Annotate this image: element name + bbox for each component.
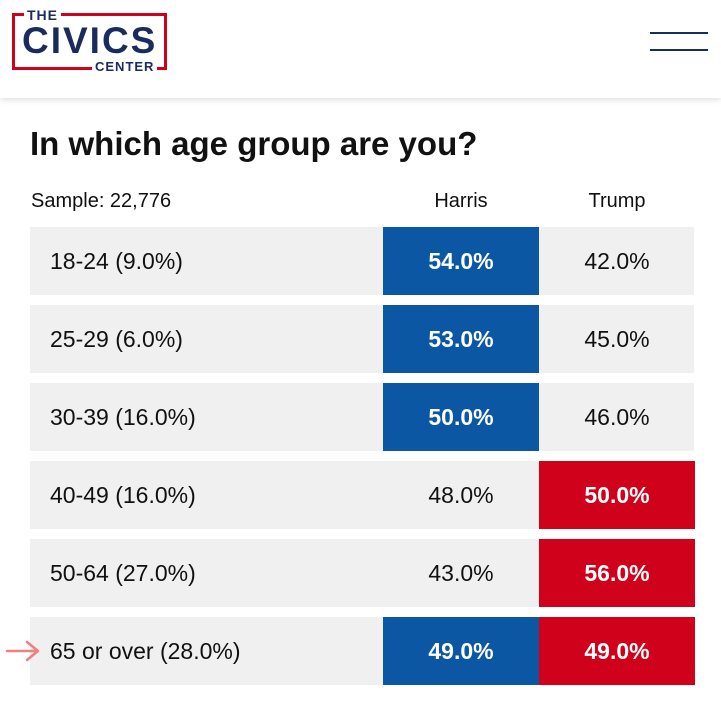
trump-percent-cell: 49.0%	[539, 617, 695, 685]
trump-percent-cell: 45.0%	[584, 326, 650, 352]
table-row: 40-49 (16.0%) 48.0% 50.0%	[30, 461, 695, 529]
logo-center-text: CENTER	[92, 59, 158, 74]
civics-center-logo[interactable]: THE CIVICS CENTER	[12, 7, 172, 74]
harris-percent-cell: 50.0%	[383, 383, 539, 451]
trump-percent-cell: 46.0%	[584, 404, 650, 430]
logo-civics-text: CIVICS	[22, 20, 158, 61]
age-group-label: 25-29 (6.0%)	[50, 326, 183, 352]
site-header: THE CIVICS CENTER	[0, 0, 721, 98]
menu-bar	[650, 32, 708, 34]
table-row: 18-24 (9.0%) 54.0% 42.0%	[30, 227, 694, 295]
table-row: 50-64 (27.0%) 43.0% 56.0%	[30, 539, 695, 607]
poll-question-title: In which age group are you?	[30, 125, 478, 162]
trump-percent-cell: 56.0%	[539, 539, 695, 607]
trump-percent-cell: 42.0%	[584, 248, 650, 274]
harris-percent-cell: 43.0%	[428, 560, 494, 586]
harris-percent-cell: 49.0%	[383, 617, 539, 685]
age-group-label: 65 or over (28.0%)	[50, 638, 241, 664]
column-header-harris: Harris	[434, 190, 488, 212]
harris-percent-cell: 48.0%	[428, 482, 494, 508]
logo-the-text: THE	[24, 7, 61, 23]
sample-size-label: Sample: 22,776	[31, 190, 172, 212]
age-group-label: 30-39 (16.0%)	[50, 404, 196, 430]
column-header-trump: Trump	[588, 190, 646, 212]
logo-frame	[12, 13, 167, 70]
table-row: 30-39 (16.0%) 50.0% 46.0%	[30, 383, 694, 451]
harris-percent-cell: 54.0%	[383, 227, 539, 295]
table-row: 65 or over (28.0%) 49.0% 49.0%	[30, 617, 695, 685]
right-arrow-icon	[5, 640, 40, 662]
age-group-label: 50-64 (27.0%)	[50, 560, 196, 586]
hamburger-menu-icon[interactable]	[650, 30, 708, 54]
age-group-label: 18-24 (9.0%)	[50, 248, 183, 274]
trump-percent-cell: 50.0%	[539, 461, 695, 529]
age-group-label: 40-49 (16.0%)	[50, 482, 196, 508]
table-row: 25-29 (6.0%) 53.0% 45.0%	[30, 305, 694, 373]
menu-bar	[650, 49, 708, 51]
harris-percent-cell: 53.0%	[383, 305, 539, 373]
